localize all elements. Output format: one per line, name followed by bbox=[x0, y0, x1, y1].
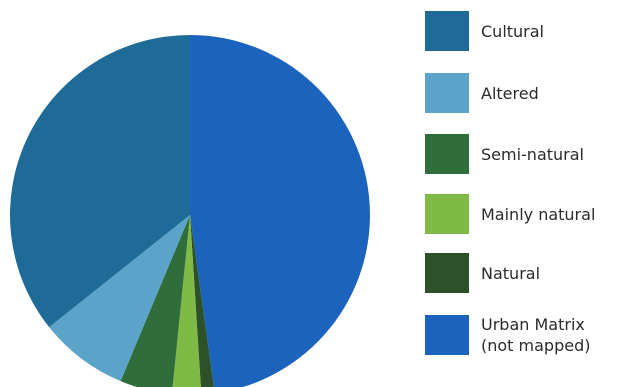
legend-swatch-cultural bbox=[425, 11, 469, 51]
pie-slice-cultural bbox=[10, 35, 190, 328]
legend-swatch-altered bbox=[425, 73, 469, 113]
legend-swatch-semi-natural bbox=[425, 134, 469, 174]
legend-item-urban-matrix: Urban Matrix (not mapped) bbox=[425, 314, 590, 356]
legend-item-altered: Altered bbox=[425, 73, 539, 113]
legend-label-semi-natural: Semi-natural bbox=[481, 144, 584, 164]
legend-item-semi-natural: Semi-natural bbox=[425, 134, 584, 174]
legend-label-cultural: Cultural bbox=[481, 21, 544, 41]
legend-item-cultural: Cultural bbox=[425, 11, 544, 51]
legend-label-natural: Natural bbox=[481, 263, 541, 283]
pie-slice-natural bbox=[190, 215, 214, 387]
legend-swatch-mainly-natural bbox=[425, 194, 469, 234]
pie-slice-mainly-natural bbox=[172, 215, 201, 387]
pie-slice-urban-matrix bbox=[190, 35, 370, 387]
legend-label-mainly-natural: Mainly natural bbox=[481, 204, 596, 224]
legend-item-mainly-natural: Mainly natural bbox=[425, 194, 595, 234]
legend-label-urban-matrix: Urban Matrix (not mapped) bbox=[481, 315, 591, 355]
legend-item-natural: Natural bbox=[425, 253, 540, 293]
pie-slice-altered bbox=[49, 215, 190, 382]
legend-swatch-urban-matrix bbox=[425, 315, 469, 355]
legend-label-altered: Altered bbox=[481, 83, 539, 103]
pie-slice-semi-natural bbox=[120, 215, 190, 387]
pie-chart bbox=[10, 35, 370, 387]
legend-swatch-natural bbox=[425, 253, 469, 293]
